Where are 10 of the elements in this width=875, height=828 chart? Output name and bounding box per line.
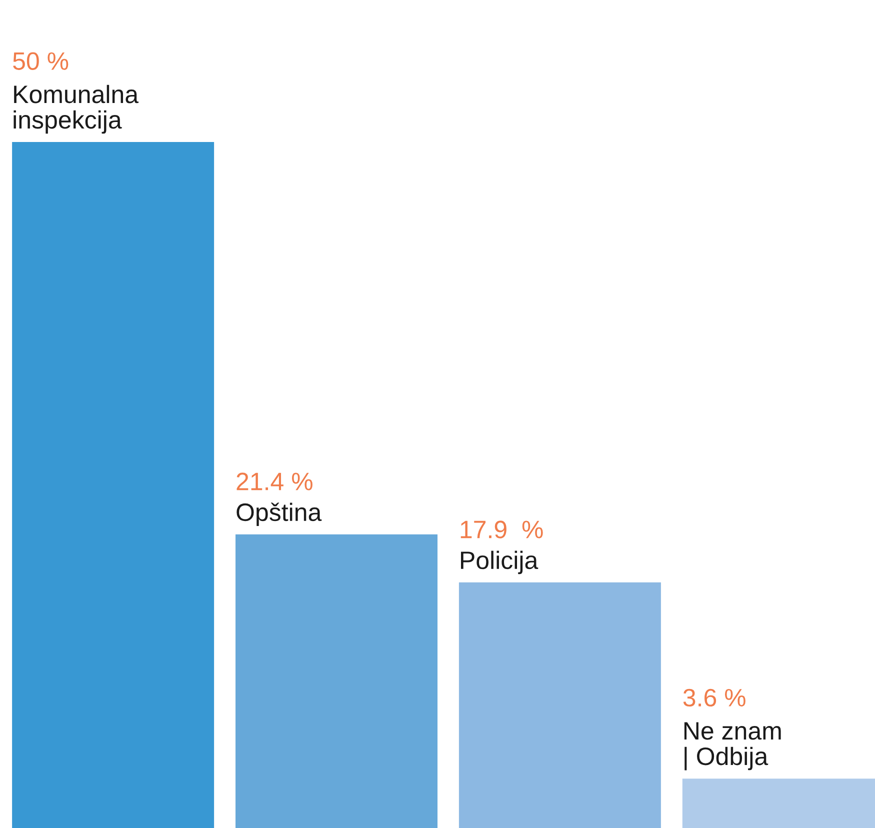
- x-tick-label: Komunalna inspekcija: [14, 84, 139, 134]
- x-tick-label: Policija: [461, 550, 538, 574]
- x-tick-label: Ne znam | Odbija: [684, 722, 781, 770]
- data-label: 21.4 %: [236, 472, 312, 490]
- data-label: 17.9 %: [460, 520, 543, 538]
- data-label: 50 %: [13, 52, 68, 70]
- data-label: 3.6 %: [683, 688, 746, 707]
- x-tick-label: Opština: [236, 502, 322, 526]
- bar: [236, 534, 438, 828]
- bar: [12, 142, 214, 828]
